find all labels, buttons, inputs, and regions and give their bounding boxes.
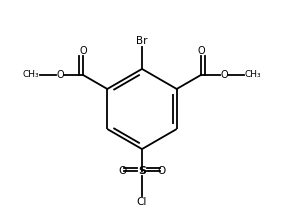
- Text: O: O: [79, 46, 87, 56]
- Text: O: O: [157, 166, 166, 176]
- Text: S: S: [138, 166, 146, 176]
- Text: Br: Br: [136, 36, 148, 46]
- Text: CH₃: CH₃: [23, 70, 39, 79]
- Text: O: O: [56, 70, 64, 80]
- Text: Cl: Cl: [137, 196, 147, 206]
- Text: O: O: [118, 166, 127, 176]
- Text: O: O: [220, 70, 228, 80]
- Text: CH₃: CH₃: [245, 70, 261, 79]
- Text: O: O: [197, 46, 205, 56]
